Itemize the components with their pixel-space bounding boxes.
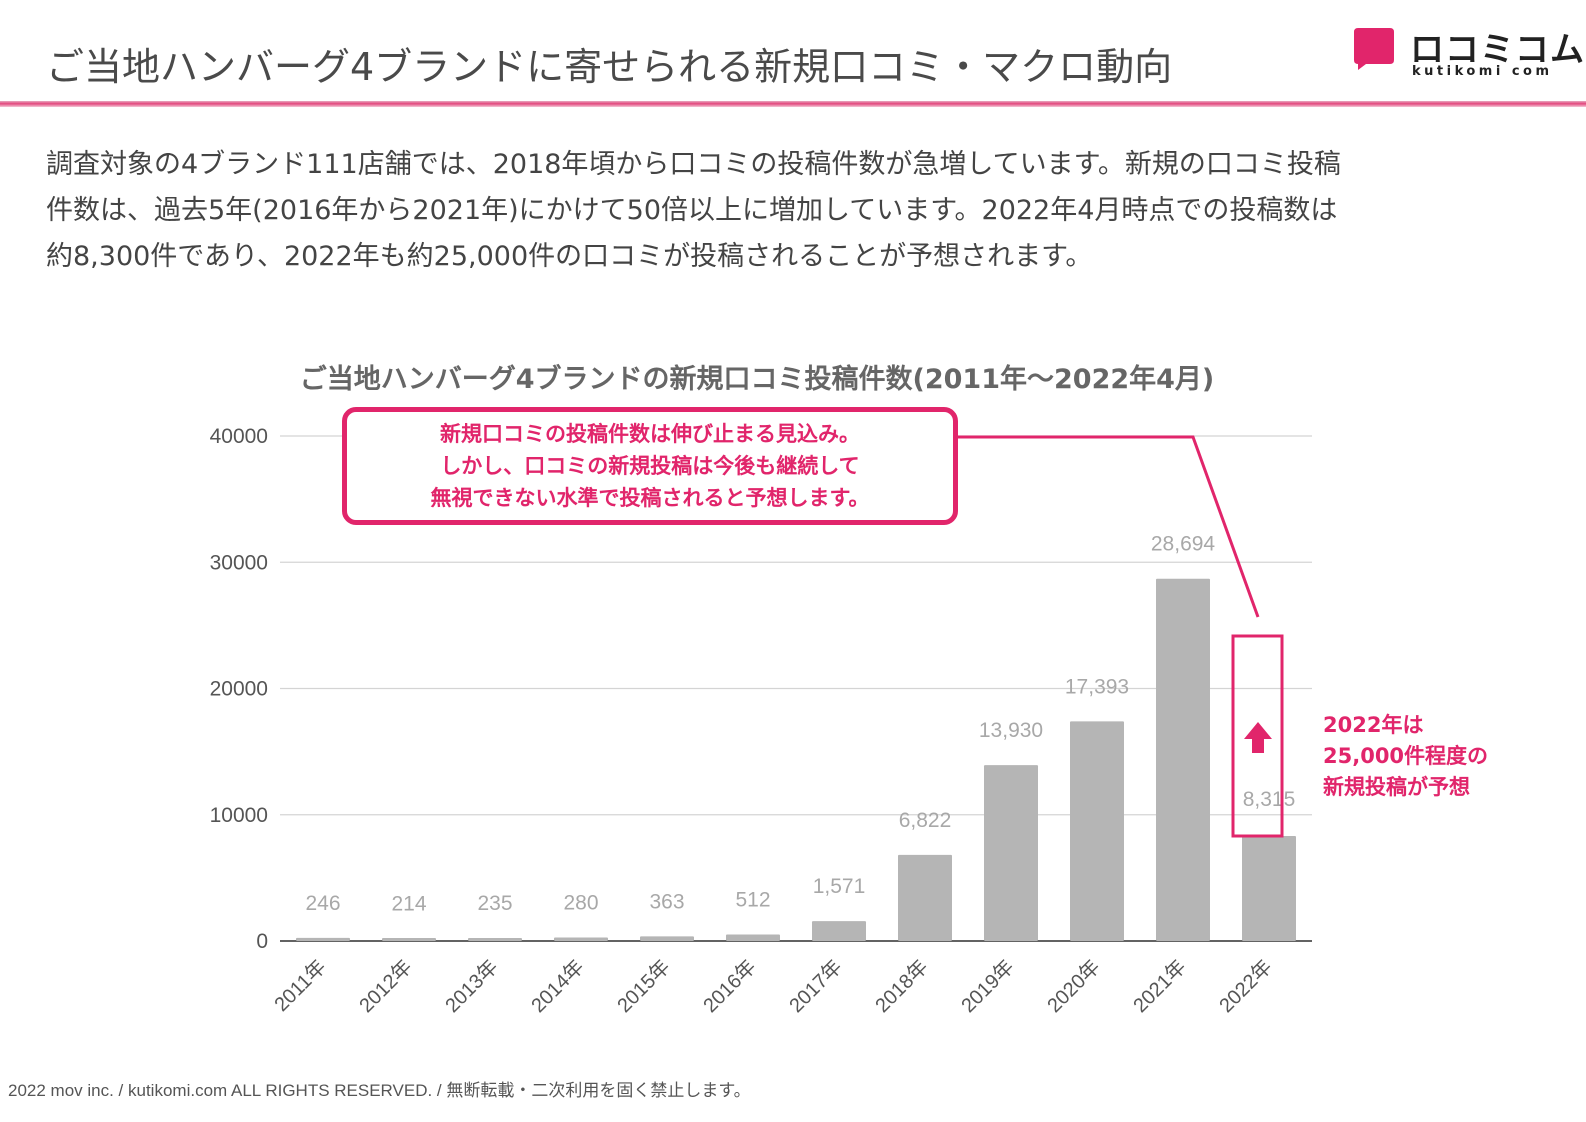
intro-paragraph: 調査対象の4ブランド111店舗では、2018年頃から口コミの投稿件数が急増してい…	[46, 142, 1546, 280]
x-tick-label: 2019年	[957, 955, 1019, 1017]
up-arrow-icon	[1244, 722, 1272, 753]
brand-logo: ロコミコム kutikomi com	[1352, 22, 1584, 82]
bar-2016年	[726, 934, 780, 941]
speech-bubble-logo-icon	[1354, 28, 1394, 70]
y-axis-ticks: 0 10000 20000 30000 40000	[210, 425, 268, 953]
data-label: 28,694	[1151, 533, 1216, 556]
callout-line: しかし、口コミの新規投稿は今後も継続して	[440, 454, 860, 478]
intro-line: 約8,300件であり、2022年も約25,000件の口コミが投稿されることが予想…	[46, 241, 1093, 272]
x-axis-ticks: 2011年 2012年 2013年 2014年 2015年 2016年 2017年 2018年…	[270, 955, 1277, 1017]
data-label: 280	[563, 891, 598, 914]
data-label: 17,393	[1065, 675, 1129, 698]
data-label: 13,930	[979, 719, 1043, 742]
projection-note-line: 25,000件程度の	[1323, 744, 1489, 768]
x-tick-label: 2013年	[441, 955, 503, 1017]
bar-2014年	[554, 937, 608, 941]
projection-highlight-box	[1231, 634, 1284, 838]
x-tick-label: 2022年	[1215, 955, 1277, 1017]
bar-2015年	[640, 936, 694, 941]
header-divider	[0, 101, 1586, 107]
x-tick-label: 2012年	[355, 955, 417, 1017]
callout-connector-line	[958, 435, 1260, 618]
intro-line: 調査対象の4ブランド111店舗では、2018年頃から口コミの投稿件数が急増してい…	[46, 149, 1341, 180]
bar-2013年	[468, 938, 522, 941]
bar-chart: ご当地ハンバーグ4ブランドの新規口コミ投稿件数(2011年～2022年4月) 0…	[210, 363, 1312, 1017]
x-tick-label: 2015年	[613, 955, 675, 1017]
bar-2018年	[898, 854, 952, 941]
data-label: 6,822	[899, 809, 952, 832]
x-tick-label: 2017年	[785, 955, 847, 1017]
x-tick-label: 2018年	[871, 955, 933, 1017]
callout-line: 無視できない水準で投稿されると予想します。	[430, 486, 870, 510]
y-tick-label: 10000	[210, 804, 268, 827]
intro-line: 件数は、過去5年(2016年から2021年)にかけて50倍以上に増加しています。…	[46, 195, 1338, 226]
data-label: 363	[649, 890, 684, 913]
bar-2011年	[296, 937, 350, 941]
bar-2017年	[812, 921, 866, 941]
bar-2021年	[1156, 578, 1210, 941]
logo-text-jp: ロコミコム	[1410, 30, 1585, 70]
callout-line: 新規口コミの投稿件数は伸び止まる見込み。	[440, 422, 860, 446]
bar-2019年	[984, 765, 1038, 941]
logo-text-en: kutikomi com	[1412, 64, 1553, 79]
x-tick-label: 2020年	[1043, 955, 1105, 1017]
bar-2012年	[382, 938, 436, 941]
data-label: 246	[305, 892, 340, 915]
data-label: 8,315	[1243, 788, 1296, 811]
y-tick-label: 20000	[210, 678, 268, 701]
bar-2020年	[1070, 721, 1124, 941]
data-label: 214	[391, 892, 426, 915]
projection-note-line: 2022年は	[1323, 713, 1424, 737]
y-tick-label: 40000	[210, 425, 268, 448]
y-tick-label: 30000	[210, 551, 268, 574]
x-tick-label: 2011年	[270, 955, 331, 1016]
x-tick-label: 2021年	[1129, 955, 1191, 1017]
callout-box: 新規口コミの投稿件数は伸び止まる見込み。 しかし、口コミの新規投稿は今後も継続し…	[342, 407, 958, 525]
data-label: 512	[735, 889, 770, 912]
data-label: 235	[477, 892, 512, 915]
x-tick-label: 2014年	[527, 955, 589, 1017]
y-tick-label: 0	[256, 930, 268, 953]
chart-bars	[296, 578, 1296, 941]
projection-note-line: 新規投稿が予想	[1323, 775, 1470, 799]
bar-2022年	[1242, 836, 1296, 941]
x-tick-label: 2016年	[699, 955, 761, 1017]
projection-note: 2022年は 25,000件程度の 新規投稿が予想	[1323, 710, 1488, 803]
data-label: 1,571	[813, 875, 866, 898]
chart-data-labels: 246 214 235 280 363 512 1,571 6,822 13,930 17,393…	[305, 533, 1295, 916]
chart-title: ご当地ハンバーグ4ブランドの新規口コミ投稿件数(2011年～2022年4月)	[300, 363, 1215, 395]
page-title: ご当地ハンバーグ4ブランドに寄せられる新規口コミ・マクロ動向	[46, 45, 1173, 89]
copyright-footer: 2022 mov inc. / kutikomi.com ALL RIGHTS …	[8, 1081, 751, 1100]
